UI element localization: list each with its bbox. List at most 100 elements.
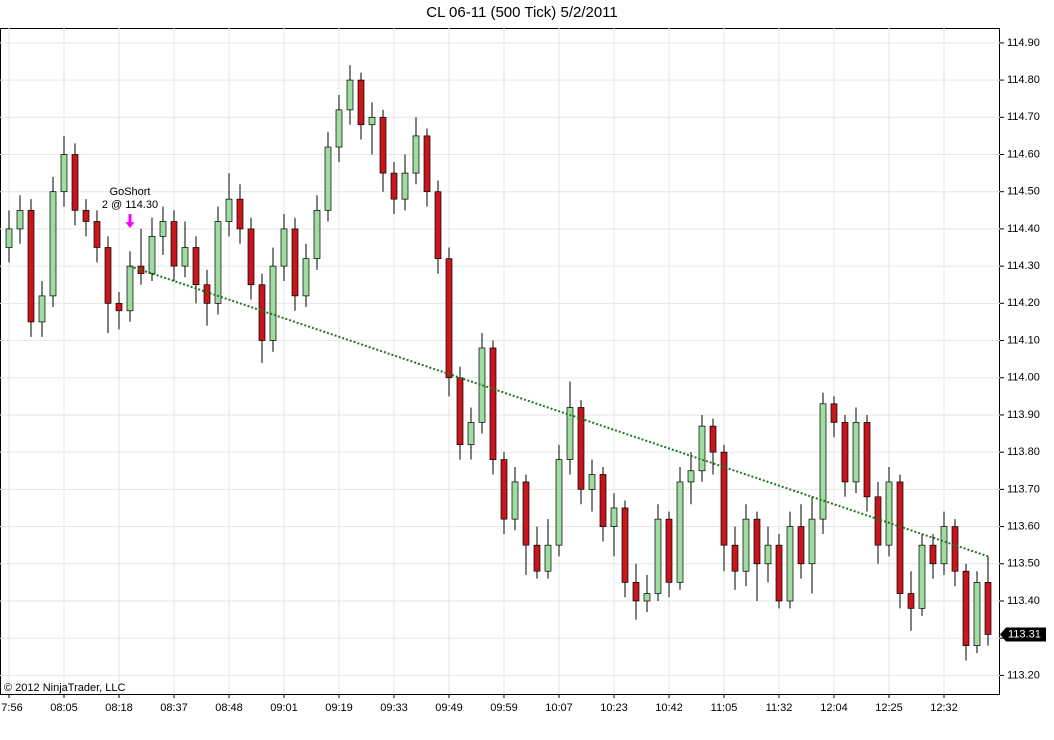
candle-body [291,228,299,297]
x-tick-label: 10:07 [545,702,573,714]
y-tick-label: 113.60 [1007,520,1040,532]
x-tick-label: 08:37 [160,702,188,714]
x-tick-label: 7:56 [1,702,22,714]
plot-frame [0,28,1000,695]
signal-label: GoShort [110,186,151,198]
candle-body [929,544,937,565]
candle-body [401,172,409,200]
candle-body [830,403,838,423]
candle-body [753,518,761,565]
y-tick-label: 114.30 [1007,260,1040,272]
x-tick-label: 09:59 [490,702,518,714]
candle-body [764,544,772,565]
candle-body [511,481,519,520]
chart-title: CL 06-11 (500 Tick) 5/2/2011 [426,4,618,21]
y-tick-label: 114.00 [1007,372,1040,384]
candle-body [313,209,321,260]
copyright: © 2012 NinjaTrader, LLC [4,682,125,694]
x-tick-label: 09:49 [435,702,463,714]
candle-body [346,79,354,111]
candle-body [159,221,167,237]
candle-body [709,425,717,453]
candle-body [687,470,695,483]
candle-body [214,221,222,304]
y-tick-label: 114.40 [1007,223,1040,235]
candle-body [500,459,508,520]
candle-body [643,593,651,602]
candle-body [896,481,904,594]
signal-detail: 2 @ 114.30 [102,199,158,211]
x-tick-label: 08:18 [105,702,133,714]
x-tick-label: 09:19 [325,702,353,714]
x-tick-label: 11:05 [711,702,738,714]
candle-body [731,544,739,572]
y-tick-label: 114.60 [1007,148,1040,160]
y-tick-label: 113.90 [1007,409,1040,421]
candle-body [236,198,244,230]
candle-body [368,116,376,126]
candle-body [357,79,365,126]
y-tick-label: 113.70 [1007,483,1040,495]
x-tick-label: 12:32 [930,702,958,714]
candle-body [324,146,332,211]
candle-body [423,135,431,193]
candle-body [5,228,13,248]
candle-body [181,247,189,267]
x-tick-label: 09:01 [270,702,298,714]
candle-body [269,265,277,341]
candle-body [940,526,948,565]
candle-body [533,544,541,572]
candle-body [632,582,640,602]
candle-body [258,284,266,341]
candle-body [863,422,871,498]
candle-body [489,347,497,460]
x-tick-label: 09:33 [380,702,408,714]
candle-body [654,518,662,594]
signal-arrow [125,214,135,229]
candle-body [82,209,90,222]
candle-body [907,593,915,609]
candle-body [544,544,552,572]
candle-body [390,172,398,200]
last-price-box [1000,627,1046,642]
candle-body [819,403,827,520]
candle-body [335,109,343,148]
candle-body [445,258,453,379]
candle-body [775,544,783,602]
candle-body [951,526,959,572]
candle-body [665,518,673,583]
candle-body [698,425,706,472]
candle-body [467,422,475,446]
candle-body [742,518,750,572]
candle-body [203,284,211,304]
x-tick-label: 10:23 [600,702,628,714]
candle-body [456,377,464,446]
candle-body [27,209,35,323]
candle-body [148,236,156,274]
x-tick-label: 08:05 [50,702,78,714]
candle-body [621,507,629,583]
y-tick-label: 114.90 [1007,37,1040,49]
candle-body [808,518,816,565]
candle-body [566,407,574,460]
candle-body [973,582,981,646]
candle-body [852,422,860,483]
candle-body [71,154,79,211]
candle-body [610,507,618,527]
candle-body [49,191,57,297]
candle-body [104,247,112,304]
trend-line [129,265,989,558]
x-tick-label: 08:48 [215,702,243,714]
candle-body [841,422,849,483]
candle-body [786,526,794,602]
candle-body [984,582,992,635]
candle-body [599,474,607,527]
y-tick-label: 113.80 [1007,446,1040,458]
candle-body [302,258,310,297]
candle-body [434,191,442,260]
y-tick-label: 113.20 [1007,669,1040,681]
candle-body [60,154,68,193]
y-tick-label: 113.40 [1007,595,1040,607]
y-tick-label: 114.50 [1007,186,1040,198]
candle-body [93,221,101,248]
